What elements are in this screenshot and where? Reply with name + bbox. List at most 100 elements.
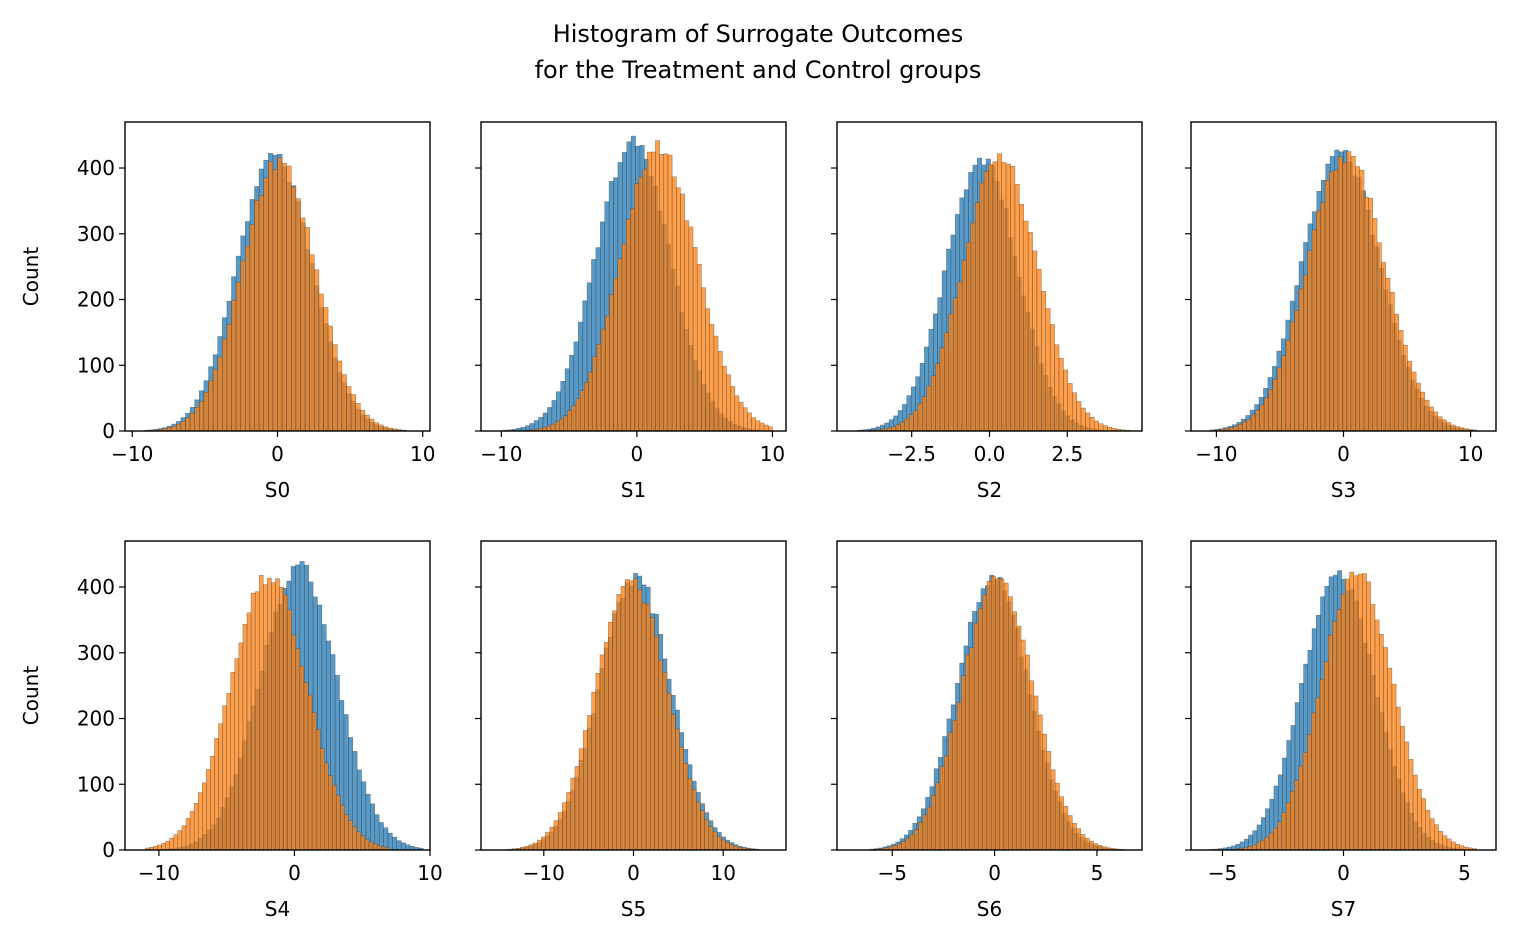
histogram-bar-treatment (621, 243, 627, 432)
histogram-bar-treatment (1076, 828, 1082, 851)
x-axis-label: S0 (265, 478, 290, 502)
histogram-bar-treatment (546, 425, 552, 432)
histogram-bar-treatment (360, 409, 366, 432)
histogram-bar-treatment (1242, 421, 1248, 432)
histogram-bar-treatment (738, 401, 744, 432)
histogram-bar-treatment (751, 417, 756, 432)
histogram-bar-treatment (708, 826, 714, 851)
subplot-s1: −10 0 10 S1 (475, 121, 787, 502)
histogram-bar-treatment (970, 222, 976, 432)
histogram-bar-control (392, 836, 398, 851)
histogram-bar-treatment (1428, 406, 1434, 432)
histogram-bar-treatment (199, 401, 205, 432)
x-tick-label: 0 (988, 861, 1001, 885)
histogram-bar-treatment (307, 694, 313, 851)
histogram-bar-treatment (939, 766, 945, 851)
histogram-bar-treatment (646, 151, 652, 432)
histogram-bar-treatment (930, 375, 936, 432)
histogram-bar-treatment (1256, 842, 1261, 851)
histogram-bar-treatment (1332, 621, 1338, 851)
histogram-bar-treatment (973, 622, 979, 851)
histogram-bar-treatment (592, 356, 598, 432)
histogram-bar-treatment (311, 712, 317, 851)
histogram-bar-treatment (654, 635, 659, 851)
histogram-bar-treatment (1263, 397, 1269, 432)
histogram-bar-treatment (218, 723, 223, 851)
histogram-bar-treatment (687, 778, 693, 851)
histogram-bar-treatment (194, 407, 200, 432)
histogram-bar-treatment (1340, 593, 1346, 851)
histogram-bar-treatment (625, 218, 631, 432)
histogram-bar-treatment (567, 410, 573, 432)
histogram-bar-treatment (712, 831, 718, 851)
histogram-bar-treatment (304, 227, 310, 432)
histogram-bar-treatment (948, 313, 954, 432)
histogram-bar-treatment (369, 418, 375, 432)
histogram-bar-treatment (161, 842, 166, 851)
histogram-bar-treatment (1359, 169, 1365, 432)
histogram-bar-treatment (1319, 679, 1325, 851)
histogram-bar-treatment (633, 578, 638, 851)
histogram-bar-treatment (948, 732, 954, 851)
histogram-bar-treatment (350, 394, 356, 432)
histogram-bar-treatment (1084, 837, 1090, 851)
histogram-bar-treatment (992, 161, 998, 432)
histogram-bar-treatment (965, 654, 971, 851)
histogram-bar-treatment (747, 412, 752, 432)
histogram-bar-treatment (918, 821, 924, 851)
histogram-bar-treatment (286, 165, 292, 432)
histogram-bar-treatment (584, 382, 589, 432)
histogram-bar-treatment (1420, 391, 1426, 432)
x-tick-label: −10 (111, 442, 153, 466)
histogram-bar-treatment (173, 834, 179, 851)
histogram-bar-treatment (1429, 818, 1435, 851)
histogram-bar-treatment (309, 254, 315, 432)
histogram-bar-treatment (961, 675, 966, 851)
histogram-bar-treatment (559, 418, 564, 432)
histogram-bar-treatment (659, 154, 665, 432)
histogram-bar-treatment (578, 748, 584, 851)
histogram-bar-treatment (1298, 288, 1304, 432)
histogram-bar-treatment (725, 842, 731, 851)
histogram-bar-treatment (1415, 382, 1421, 432)
histogram-bar-treatment (1008, 596, 1013, 851)
histogram-bar-treatment (1003, 582, 1009, 851)
histogram-bar-treatment (344, 814, 349, 851)
histogram-bar-treatment (666, 693, 672, 851)
histogram-bar-treatment (1417, 788, 1422, 851)
histogram-bar-treatment (1251, 844, 1257, 851)
histogram-bar-treatment (662, 672, 668, 851)
histogram-bar-treatment (563, 415, 568, 432)
histogram-bar-treatment (1085, 412, 1091, 432)
histogram-bar-treatment (717, 351, 723, 432)
histogram-bar-treatment (171, 426, 177, 432)
histogram-bar-treatment (1311, 229, 1317, 432)
x-axis-label: S2 (977, 478, 1002, 502)
histogram-bar-treatment (212, 369, 218, 432)
histogram-bar-treatment (341, 374, 347, 432)
histogram-bar-treatment (613, 277, 619, 432)
histogram-bar-treatment (713, 335, 719, 432)
histogram-bar-treatment (1437, 416, 1443, 432)
histogram-bar-treatment (956, 702, 962, 851)
histogram-bar-treatment (268, 161, 274, 432)
histogram-bar-treatment (1050, 769, 1056, 851)
histogram-bar-treatment (935, 363, 941, 432)
histogram-bar-treatment (969, 647, 975, 851)
histogram-bar-treatment (1402, 344, 1408, 432)
histogram-bar-treatment (1289, 321, 1295, 432)
histogram-bar-treatment (550, 423, 556, 432)
histogram-bar-treatment (997, 153, 1002, 432)
histogram-bar-treatment (922, 814, 928, 851)
histogram-bar-treatment (649, 617, 655, 851)
histogram-bar-treatment (299, 665, 305, 851)
y-tick-label: 200 (77, 288, 115, 312)
histogram-bar-treatment (583, 730, 588, 851)
histogram-bar-treatment (691, 789, 697, 851)
histogram-bar-treatment (340, 804, 345, 851)
histogram-bar-treatment (1333, 169, 1339, 432)
histogram-bar-treatment (1311, 712, 1316, 851)
histogram-bar-treatment (1316, 210, 1321, 432)
histogram-bar-treatment (904, 418, 910, 432)
histogram-bar-treatment (1233, 425, 1239, 432)
